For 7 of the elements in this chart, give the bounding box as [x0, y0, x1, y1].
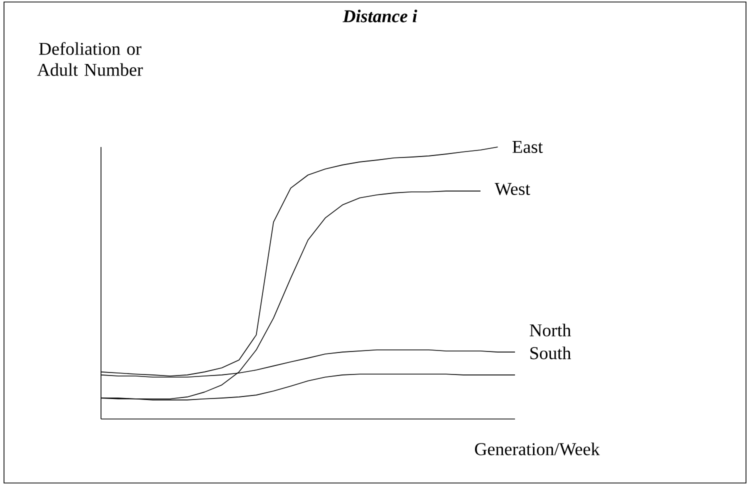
x-axis-title: Generation/Week — [474, 442, 600, 456]
series-label: South — [530, 346, 571, 360]
y-axis-title: Defoliation or Adult Number — [37, 42, 143, 76]
series-label: East — [512, 141, 543, 153]
series-label: West — [494, 183, 530, 196]
series-label: North — [530, 324, 571, 336]
chart-title: Distance i — [342, 10, 418, 22]
